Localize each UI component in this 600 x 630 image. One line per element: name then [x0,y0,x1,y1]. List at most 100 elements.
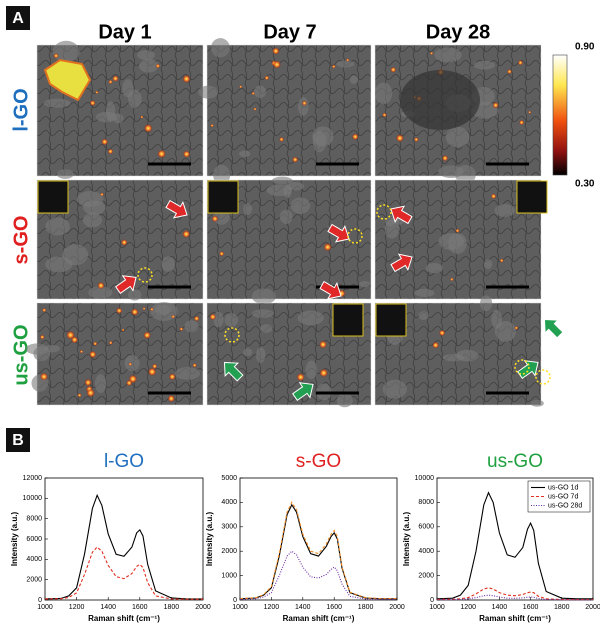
cell-void [455,165,476,185]
signal [182,150,191,158]
signal [179,327,184,332]
cell-void [298,97,309,116]
y-axis-label: Intensity (a.u.) [205,512,214,567]
cell-void [283,184,292,198]
x-tick-label: 1800 [554,604,570,611]
y-tick-label: 5000 [221,475,237,482]
panel-label: A [12,10,24,27]
signal [157,149,167,159]
signal [108,79,113,85]
signal [155,63,161,69]
cell-void [358,281,371,288]
x-tick-label: 1200 [69,604,85,611]
cell-void [455,349,479,362]
signal [171,314,176,319]
cell-void [272,176,293,185]
signal [301,100,308,106]
x-tick-label: 1600 [326,604,342,611]
y-axis-label: Intensity (a.u.) [10,512,19,567]
signal [143,331,152,340]
highlight-circle [347,228,363,244]
y-tick-label: 4000 [418,548,434,555]
cell-void [418,311,429,321]
arrow [292,382,314,401]
signal [253,107,257,111]
signal-patch [43,58,92,102]
cell-void [82,212,102,228]
cell-void [77,191,104,207]
arrow [223,361,244,382]
cell-void [44,344,60,353]
signal [182,74,191,84]
signal [209,313,217,321]
spectrum-line [436,587,593,601]
cell-void [243,203,253,215]
signal [42,307,47,313]
cell-void [305,360,318,380]
y-tick-label: 6000 [26,536,42,543]
cell-void [150,302,178,321]
spectrum-line [239,501,397,600]
x-tick-label: 2000 [585,604,600,611]
y-tick-label: 4000 [26,556,42,563]
inset [332,303,364,337]
arrow [165,199,188,219]
signal [490,193,497,200]
spectrum-line [436,594,593,601]
signal [115,307,123,314]
x-tick-label: 1000 [232,604,248,611]
cell-void [425,263,443,274]
micrographs [25,38,564,408]
signal [318,340,328,349]
cell-void [243,348,253,357]
arrow [543,318,564,339]
y-tick-label: 8000 [26,516,42,523]
x-tick-label: 2000 [389,604,405,611]
spectrum-line [44,546,203,600]
signal [506,69,513,75]
cell-void [279,209,293,224]
signal [125,379,133,387]
y-tick-label: 0 [38,597,42,604]
cell-void [491,309,502,329]
legend-label: us-GO 1d [548,484,578,491]
signal [272,60,282,69]
column-header: Day 7 [263,21,316,43]
cell-void [184,320,199,333]
cell-void [94,374,107,394]
x-tick-label: 1600 [523,604,539,611]
legend-label: us-GO 7d [548,493,578,500]
cell-void [211,38,230,58]
signal [514,326,519,330]
signal [128,362,133,367]
cell-void [56,169,74,179]
panel-label: B [12,432,24,449]
cell-void [43,98,71,108]
plot-frame [239,477,398,601]
spectrum-line [239,550,397,600]
signal [120,239,128,246]
y-tick-label: 12000 [23,475,43,482]
signal [210,123,214,128]
arrow [517,360,539,379]
signal [219,251,225,257]
cell-void [349,75,359,84]
signal [112,75,119,82]
panel-label-box [6,428,30,452]
x-tick-label: 1400 [295,604,311,611]
x-tick-label: 1800 [164,604,180,611]
cell-void [336,60,355,68]
x-tick-label: 1000 [429,604,445,611]
cell-void [213,311,224,328]
cell-void [438,233,465,250]
signal [168,373,176,381]
signal [211,215,219,223]
cell-void [45,256,73,273]
signal [121,328,125,332]
spectrum-line [239,503,397,600]
signal [351,133,359,141]
x-tick-label: 1200 [460,604,476,611]
signal [413,137,419,142]
cell-void [414,288,435,298]
